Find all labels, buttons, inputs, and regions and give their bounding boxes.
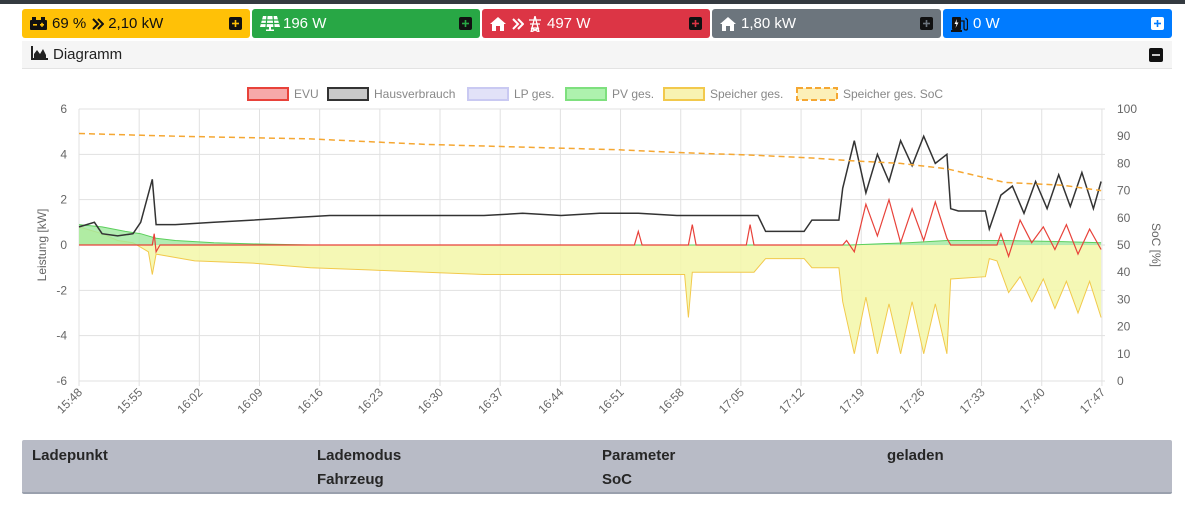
power-pylon-icon (528, 16, 542, 32)
x-tick-label: 17:19 (836, 385, 867, 416)
header-parameter: Parameter (602, 447, 675, 464)
y-right-tick-label: 50 (1117, 238, 1131, 252)
legend-swatch (797, 88, 837, 100)
x-tick-label: 16:02 (174, 385, 205, 416)
charging-status-tile[interactable]: 0 W (943, 9, 1172, 38)
legend-swatch (468, 88, 508, 100)
x-tick-label: 17:12 (776, 385, 807, 416)
legend-label: Speicher ges. SoC (843, 87, 943, 101)
expand-grid-button[interactable] (689, 17, 702, 30)
y-left-tick-label: 0 (60, 238, 67, 252)
y-right-tick-label: 90 (1117, 129, 1131, 143)
battery-soc-value: 69 % (52, 15, 86, 32)
x-tick-label: 16:37 (475, 385, 506, 416)
charging-station-icon (951, 16, 968, 32)
y-left-tick-label: -4 (56, 329, 67, 343)
battery-power-value: 2,10 kW (108, 15, 163, 32)
y-right-tick-label: 40 (1117, 265, 1131, 279)
x-tick-label: 16:23 (355, 385, 386, 416)
x-tick-label: 15:48 (54, 385, 85, 416)
y-right-tick-label: 60 (1117, 211, 1131, 225)
expand-house-button[interactable] (920, 17, 933, 30)
x-tick-label: 17:05 (716, 385, 747, 416)
pv-power-value: 196 W (283, 15, 326, 32)
collapse-diagram-button[interactable] (1149, 48, 1163, 62)
legend-label: PV ges. (612, 87, 654, 101)
x-tick-label: 16:09 (235, 385, 266, 416)
header-geladen: geladen (887, 447, 944, 464)
y-left-tick-label: 2 (60, 193, 67, 207)
chart-svg: -6-4-20246010203040506070809010015:4815:… (22, 70, 1172, 432)
legend-swatch (328, 88, 368, 100)
house-icon (490, 17, 506, 31)
y-right-tick-label: 0 (1117, 374, 1124, 388)
expand-charging-button[interactable] (1151, 17, 1164, 30)
legend-swatch (566, 88, 606, 100)
battery-car-icon (30, 17, 49, 31)
header-lademodus: Lademodus (317, 447, 401, 464)
double-chevron-right-icon (92, 18, 104, 30)
y-right-axis-title: SoC [%] (1149, 223, 1163, 267)
diagram-title: Diagramm (53, 46, 122, 63)
diagram-header[interactable]: Diagramm (22, 41, 1172, 69)
y-left-tick-label: 6 (60, 102, 67, 116)
x-tick-label: 16:16 (295, 385, 326, 416)
y-left-tick-label: 4 (60, 147, 67, 161)
y-left-tick-label: -6 (56, 374, 67, 388)
y-left-tick-label: -2 (56, 283, 67, 297)
y-right-tick-label: 20 (1117, 320, 1131, 334)
solar-panel-icon (260, 16, 280, 31)
x-tick-label: 15:55 (114, 385, 145, 416)
y-right-tick-label: 70 (1117, 184, 1131, 198)
double-chevron-right-icon (512, 18, 524, 30)
header-ladepunkt: Ladepunkt (32, 447, 108, 464)
grid-power-value: 497 W (547, 15, 590, 32)
header-soc: SoC (602, 471, 632, 488)
x-tick-label: 16:51 (596, 385, 627, 416)
charge-point-table-header: Ladepunkt Lademodus Fahrzeug Parameter S… (22, 440, 1172, 494)
power-chart: -6-4-20246010203040506070809010015:4815:… (22, 70, 1172, 432)
x-tick-label: 17:33 (957, 385, 988, 416)
legend-label: LP ges. (514, 87, 554, 101)
legend-label: Speicher ges. (710, 87, 783, 101)
legend-swatch (248, 88, 288, 100)
area-chart-icon (31, 46, 48, 64)
y-left-axis-title: Leistung [kW] (35, 209, 49, 282)
x-tick-label: 17:26 (896, 385, 927, 416)
y-right-tick-label: 100 (1117, 102, 1137, 116)
legend-label: EVU (294, 87, 319, 101)
header-fahrzeug: Fahrzeug (317, 471, 384, 488)
y-right-tick-label: 30 (1117, 292, 1131, 306)
x-tick-label: 16:58 (656, 385, 687, 416)
x-tick-label: 17:40 (1017, 385, 1048, 416)
house-power-value: 1,80 kW (741, 15, 796, 32)
x-tick-label: 16:44 (535, 385, 566, 416)
house-icon (720, 17, 736, 31)
pv-status-tile[interactable]: 196 W (252, 9, 480, 38)
top-nav-strip (0, 0, 1185, 4)
battery-status-tile[interactable]: 69 % 2,10 kW (22, 9, 250, 38)
y-right-tick-label: 10 (1117, 347, 1131, 361)
expand-pv-button[interactable] (459, 17, 472, 30)
grid-status-tile[interactable]: 497 W (482, 9, 710, 38)
charging-power-value: 0 W (973, 15, 1000, 32)
house-status-tile[interactable]: 1,80 kW (712, 9, 941, 38)
y-right-tick-label: 80 (1117, 156, 1131, 170)
legend-swatch (664, 88, 704, 100)
legend-label: Hausverbrauch (374, 87, 455, 101)
x-tick-label: 17:47 (1077, 385, 1108, 416)
x-tick-label: 16:30 (415, 385, 446, 416)
expand-battery-button[interactable] (229, 17, 242, 30)
